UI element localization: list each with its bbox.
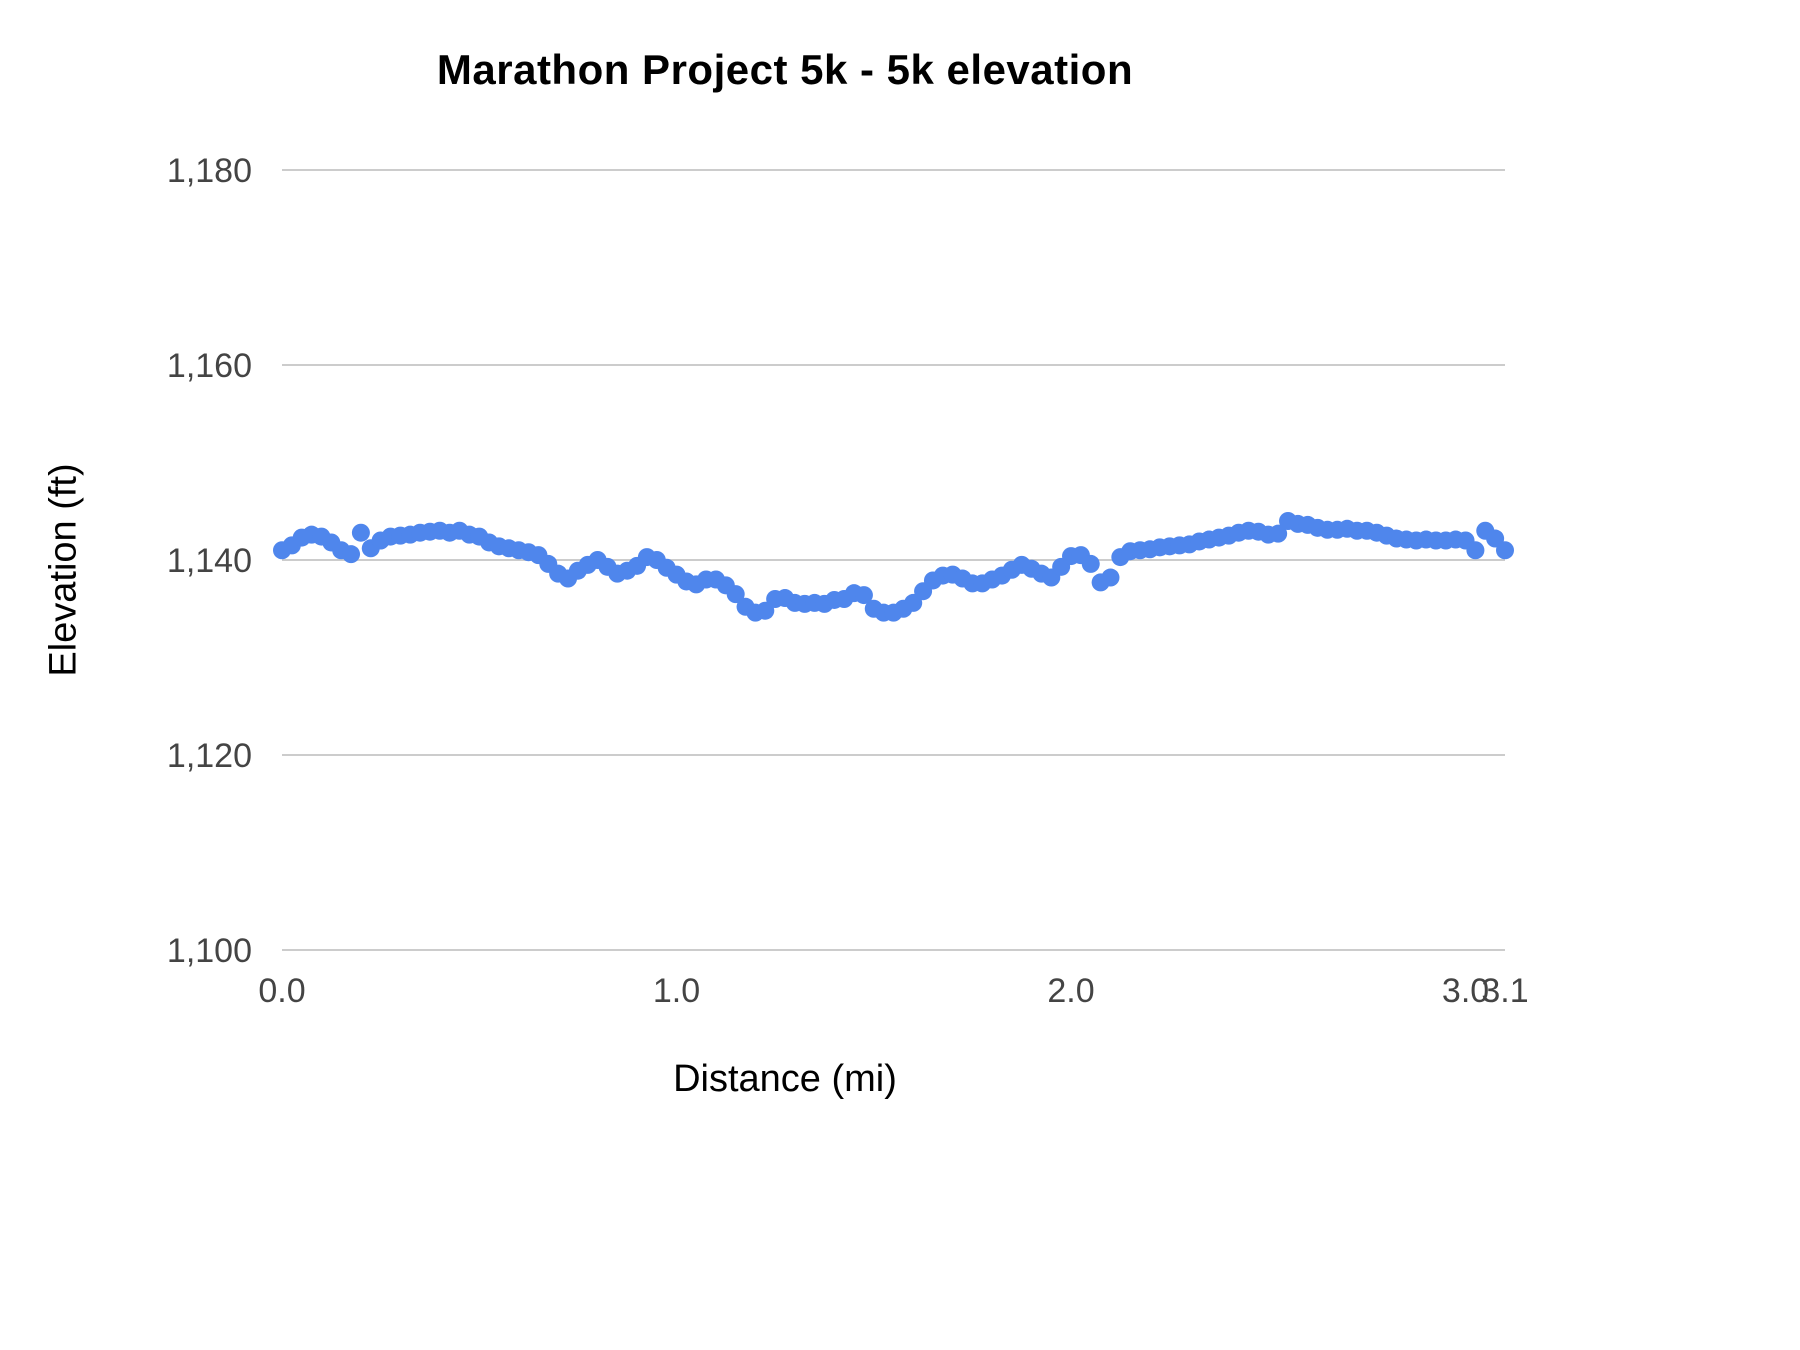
y-tick-label: 1,120 [167,737,252,775]
data-point [1101,568,1120,587]
x-tick-label: 3.0 [1442,972,1489,1010]
y-tick-label: 1,140 [167,542,252,580]
data-point [1269,524,1288,543]
data-point [1496,541,1514,560]
y-tick-label: 1,100 [167,932,252,970]
y-tick-label: 1,160 [167,347,252,385]
x-tick-label: 3.1 [1481,972,1528,1010]
data-point [351,523,370,542]
data-point [1466,541,1485,560]
data-point [1081,554,1100,573]
data-point [342,545,361,564]
x-tick-label: 0.0 [258,972,305,1010]
chart-title: Marathon Project 5k - 5k elevation [436,46,1134,93]
x-axis-title: Distance (mi) [673,1058,897,1100]
x-tick-label: 1.0 [653,972,700,1010]
x-tick-label: 2.0 [1047,972,1094,1010]
data-point [854,586,873,605]
y-tick-label: 1,180 [167,152,252,190]
data-point [726,585,745,604]
